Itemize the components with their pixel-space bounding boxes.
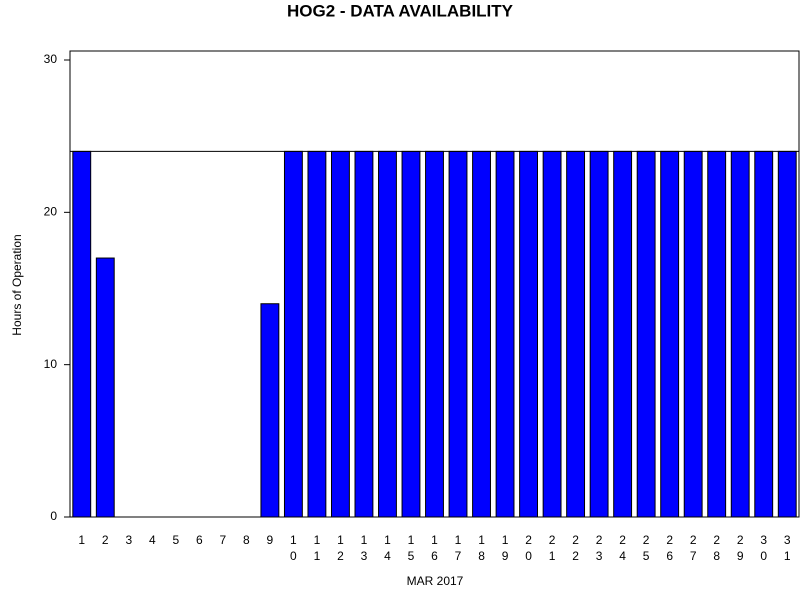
y-tick-label: 10 xyxy=(44,357,58,371)
x-tick-label: 1 xyxy=(78,533,85,547)
x-tick-label: 3 xyxy=(125,533,132,547)
bar xyxy=(613,150,633,518)
bar xyxy=(660,150,680,518)
bar xyxy=(283,150,303,518)
bar xyxy=(260,303,280,518)
chart-title: HOG2 - DATA AVAILABILITY xyxy=(287,1,514,20)
bar xyxy=(777,150,797,518)
x-axis-label: MAR 2017 xyxy=(407,574,464,588)
bar xyxy=(566,150,586,518)
x-tick-label: 6 xyxy=(196,533,203,547)
bar xyxy=(378,150,397,518)
bar xyxy=(519,150,539,518)
bar xyxy=(754,150,774,518)
bar xyxy=(495,150,515,518)
y-axis-label: Hours of Operation xyxy=(10,234,24,335)
bar xyxy=(707,150,727,518)
bar xyxy=(542,150,562,518)
x-tick-label: 7 xyxy=(220,533,227,547)
bar xyxy=(330,150,350,518)
bar xyxy=(401,150,421,518)
bar xyxy=(730,150,750,518)
bar xyxy=(425,150,444,518)
bar xyxy=(448,150,468,518)
y-tick-label: 30 xyxy=(44,52,58,66)
y-tick-label: 20 xyxy=(44,205,58,219)
bar xyxy=(72,150,92,518)
x-tick-label: 8 xyxy=(243,533,250,547)
x-tick-label: 4 xyxy=(149,533,156,547)
bar xyxy=(307,150,327,518)
bar xyxy=(354,150,374,518)
bar xyxy=(636,150,656,518)
x-tick-label: 5 xyxy=(172,533,179,547)
y-tick-label: 0 xyxy=(50,509,57,523)
bar xyxy=(95,257,115,518)
bar xyxy=(589,150,609,518)
x-tick-label: 2 xyxy=(102,533,109,547)
bar xyxy=(472,150,491,518)
bar xyxy=(683,150,703,518)
x-tick-label: 9 xyxy=(267,533,274,547)
